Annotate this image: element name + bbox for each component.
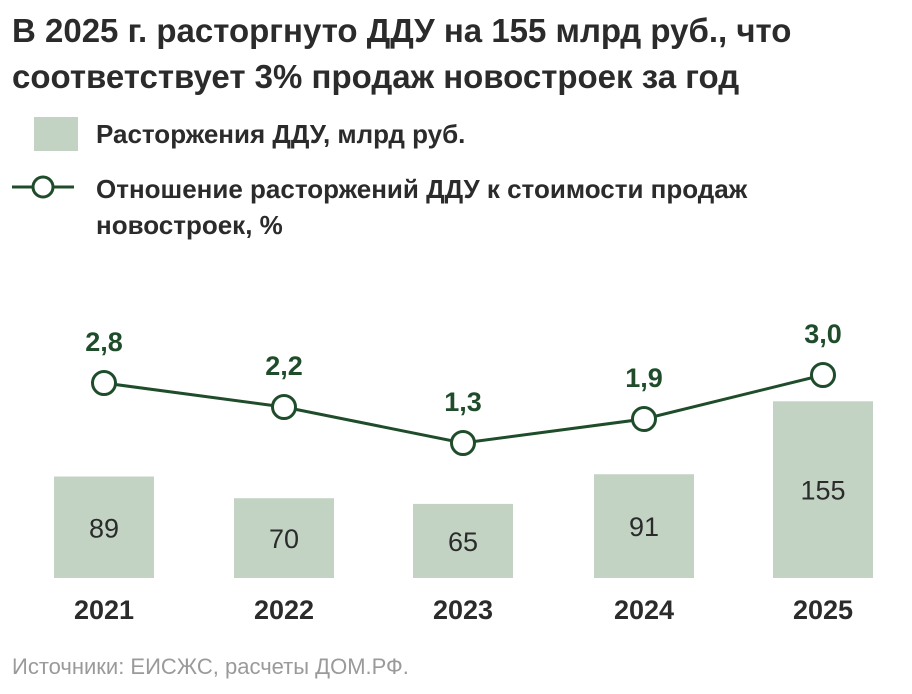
bar-value-label-2023: 65 (448, 527, 478, 557)
x-tick-label-2021: 2021 (74, 595, 134, 625)
bar-value-label-2021: 89 (89, 513, 119, 543)
x-tick-label-2024: 2024 (614, 595, 674, 625)
line-point-2021 (91, 370, 117, 396)
legend-bar-swatch (34, 117, 78, 151)
line-value-label-2023: 1,3 (444, 387, 482, 417)
line-value-label-2022: 2,2 (265, 351, 303, 381)
chart-title: В 2025 г. расторгнуто ДДУ на 155 млрд ру… (12, 12, 792, 95)
bar-2022 (234, 498, 334, 578)
line-point-2024 (631, 406, 657, 432)
legend-line-label: Отношение расторжений ДДУ к стоимости пр… (96, 174, 748, 240)
bar-2024 (594, 474, 694, 578)
line-value-label-2021: 2,8 (85, 327, 123, 357)
line-point-2022 (271, 394, 297, 420)
x-tick-label-2025: 2025 (793, 595, 853, 625)
bar-2023 (413, 503, 513, 578)
bar-value-label-2022: 70 (269, 524, 299, 554)
x-tick-label-2022: 2022 (254, 595, 314, 625)
source-note: Источники: ЕИСЖС, расчеты ДОМ.РФ. (12, 654, 409, 679)
legend-line-icon (12, 175, 74, 199)
bar-value-label-2024: 91 (629, 512, 659, 542)
line-point-2023 (450, 430, 476, 456)
line-point-2025 (810, 362, 836, 388)
x-tick-label-2023: 2023 (433, 595, 493, 625)
line-value-label-2024: 1,9 (625, 363, 663, 393)
line-value-label-2025: 3,0 (804, 319, 842, 349)
bar-2021 (54, 476, 154, 578)
bar-2025 (773, 401, 873, 578)
bar-value-label-2025: 155 (800, 476, 845, 506)
legend-bar-label: Расторжения ДДУ, млрд руб. (96, 119, 466, 149)
